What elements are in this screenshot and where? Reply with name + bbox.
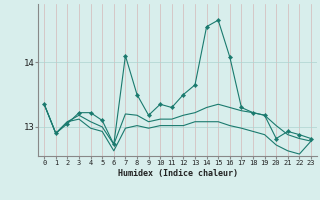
X-axis label: Humidex (Indice chaleur): Humidex (Indice chaleur) bbox=[118, 169, 238, 178]
